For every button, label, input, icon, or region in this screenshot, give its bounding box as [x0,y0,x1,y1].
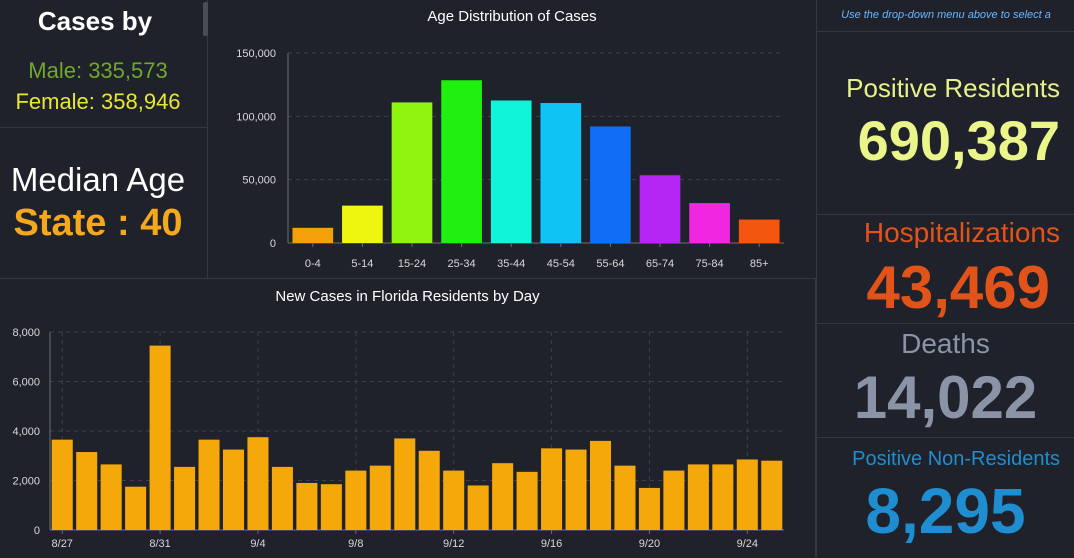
bar [441,80,482,243]
male-cases: Male: 335,573 [28,58,168,83]
bar [125,486,147,530]
x-tick-label: 25-34 [448,258,476,270]
positive-residents-label: Positive Residents [846,73,1060,103]
daily-cases-chart: 0 2,000 4,000 6,000 8,000 8/27 8/31 9/4 9/8 9/12 9… [12,327,784,550]
bar [149,345,171,530]
bar [639,175,681,243]
median-age-value: State : 40 [13,202,183,244]
median-age-label: Median Age [10,161,186,198]
bar [663,470,685,530]
positive-nonresidents-value: 8,295 [865,475,1026,547]
bar [467,485,489,530]
bar [541,448,563,530]
x-tick-label: 5-14 [351,258,373,270]
bar [198,439,220,530]
x-tick-label: 9/8 [348,538,363,550]
bar [490,100,532,243]
bar [738,219,780,243]
x-tick-label: 55-64 [596,258,624,270]
y-tick-label: 150,000 [236,48,276,60]
y-tick-label: 50,000 [242,175,276,187]
divider [817,214,1074,215]
positive-residents-value: 690,387 [857,109,1060,172]
bar [100,464,122,530]
y-tick-label: 0 [34,525,40,537]
bar [689,203,730,243]
bar [174,466,196,530]
x-tick-label: 15-24 [398,258,426,270]
dropdown-hint: Use the drop-down menu above to select a [841,9,1051,21]
x-tick-label: 9/24 [737,538,758,550]
bar [614,465,636,530]
x-tick-label: 65-74 [646,258,674,270]
median-age-panel: Median Age State : 40 [0,128,208,278]
bar [51,439,73,530]
bar [687,464,709,530]
cases-by-title: Cases by [37,6,153,36]
bar [712,464,734,530]
bar [76,452,98,530]
age-chart-title: Age Distribution of Cases [427,8,597,25]
bar [590,126,631,243]
bar [271,466,293,530]
bar [736,459,758,530]
bar [418,450,440,530]
hospitalizations-label: Hospitalizations [863,217,1060,248]
x-tick-label: 9/12 [443,538,464,550]
bar [342,205,383,243]
bar [391,102,433,244]
hospitalizations-value: 43,469 [866,254,1050,321]
y-tick-label: 6,000 [12,377,40,389]
bar [638,487,660,530]
panel-scrollbar[interactable] [203,2,208,36]
bar [345,470,367,530]
daily-cases-panel: New Cases in Florida Residents by Day 0 2… [0,278,816,557]
bar [296,482,318,530]
bar [540,103,582,244]
x-tick-label: 9/16 [541,538,562,550]
x-tick-label: 85+ [750,258,769,270]
bar [247,437,269,530]
bar [516,471,538,530]
x-tick-label: 9/20 [639,538,660,550]
bar [320,484,342,530]
bar [222,449,245,530]
bar [565,449,587,530]
age-distribution-panel: Age Distribution of Cases 0 50,000 100,000… [208,0,816,278]
divider [817,437,1074,438]
y-tick-label: 8,000 [12,327,40,339]
daily-chart-title: New Cases in Florida Residents by Day [275,288,540,305]
x-tick-label: 8/27 [52,538,73,550]
bar [394,438,416,530]
x-tick-label: 8/31 [149,538,170,550]
x-tick-label: 0-4 [305,258,321,270]
y-tick-label: 4,000 [12,426,40,438]
bar [369,465,391,530]
divider [817,323,1074,324]
x-tick-label: 9/4 [250,538,265,550]
bar [292,227,334,243]
cases-by-panel: Cases by Male: 335,573 Female: 358,946 [0,0,208,128]
female-cases: Female: 358,946 [15,89,181,114]
age-distribution-chart: 0 50,000 100,000 150,000 0-4 5-14 15-24 25-34 35… [236,48,784,270]
x-tick-label: 75-84 [696,258,724,270]
bar [443,470,465,530]
stats-panel: Use the drop-down menu above to select a… [816,0,1074,557]
divider [817,31,1074,32]
bar [492,463,514,530]
positive-nonresidents-label: Positive Non-Residents [852,448,1060,470]
deaths-value: 14,022 [853,364,1038,431]
x-tick-label: 45-54 [547,258,575,270]
y-tick-label: 0 [270,238,276,250]
y-tick-label: 2,000 [12,476,40,488]
x-tick-label: 35-44 [497,258,525,270]
y-tick-label: 100,000 [236,111,276,123]
deaths-label: Deaths [901,328,990,359]
bar [589,440,612,530]
bar [761,460,783,530]
